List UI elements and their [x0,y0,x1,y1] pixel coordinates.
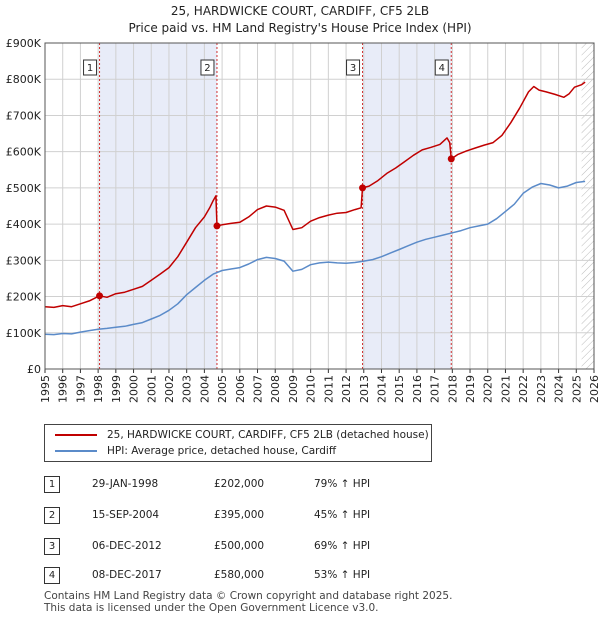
x-tick-label: 2005 [216,375,229,403]
sale-hpi-change: 45% ↑ HPI [314,509,371,521]
x-tick-label: 1996 [57,375,70,403]
property-price-line [44,81,586,309]
x-tick-label: 2019 [464,375,477,403]
x-tick-label: 2006 [234,375,247,403]
x-tick-label: 2003 [181,375,194,403]
table-row: 3 06-DEC-2012 £500,000 69% ↑ HPI [0,538,600,556]
sale-marker-label: 4 [439,63,445,74]
legend-swatch-property [55,434,97,436]
y-tick-label: £200K [6,291,42,304]
x-tick-label: 2015 [393,375,406,403]
sale-marker-badge: 3 [44,538,60,555]
sale-hpi-change: 53% ↑ HPI [314,569,371,581]
x-tick-label: 1995 [39,375,52,403]
sale-price: £202,000 [214,478,265,490]
x-tick-label: 2009 [287,375,300,403]
chart-title: 25, HARDWICKE COURT, CARDIFF, CF5 2LB [170,4,430,18]
footer-licence: This data is licensed under the Open Gov… [44,602,379,614]
y-tick-label: £100K [6,327,42,340]
x-tick-label: 2013 [358,375,371,403]
x-tick-label: 1999 [110,375,123,403]
sale-point [447,155,455,163]
y-tick-label: £500K [6,182,42,195]
sale-marker-box [200,59,215,76]
hpi-line [44,180,586,336]
sale-point [96,292,104,300]
footer-copyright: Contains HM Land Registry data © Crown c… [44,590,453,602]
legend-label-hpi: HPI: Average price, detached house, Card… [107,445,337,457]
sale-marker-badge: 4 [44,567,60,584]
sale-marker-box [83,59,98,76]
y-tick-label: £600K [6,146,42,159]
plot-border [44,42,595,370]
chart-subtitle: Price paid vs. HM Land Registry's House … [128,21,472,35]
sale-marker-badge: 1 [44,476,60,493]
sale-price: £580,000 [214,569,265,581]
sale-marker-box [346,59,361,76]
x-tick-label: 2020 [482,375,495,403]
x-tick-label: 2000 [128,375,141,403]
sale-date: 15-SEP-2004 [92,509,160,521]
legend: 25, HARDWICKE COURT, CARDIFF, CF5 2LB (d… [44,424,432,462]
sale-price: £395,000 [214,509,265,521]
legend-item-hpi: HPI: Average price, detached house, Card… [45,443,336,459]
table-row: 1 29-JAN-1998 £202,000 79% ↑ HPI [0,476,600,494]
x-tick-label: 2007 [252,375,265,403]
x-tick-label: 2004 [198,375,211,403]
sale-marker-label: 1 [87,63,93,74]
x-tick-label: 2014 [375,375,388,403]
x-tick-label: 2021 [499,375,512,403]
y-tick-label: £0 [27,363,41,376]
x-tick-label: 2011 [322,375,335,403]
legend-label-property: 25, HARDWICKE COURT, CARDIFF, CF5 2LB (d… [107,429,429,441]
y-tick-label: £700K [6,109,42,122]
price-chart: £0 £100K £200K £300K £400K £500K £600K £700K £80… [6,37,600,403]
y-tick-label: £800K [6,73,42,86]
sale-point [359,184,367,192]
table-row: 4 08-DEC-2017 £580,000 53% ↑ HPI [0,567,600,585]
ownership-shade [362,43,452,369]
sale-marker-label: 2 [204,63,210,74]
x-tick-label: 2024 [553,375,566,403]
table-row: 2 15-SEP-2004 £395,000 45% ↑ HPI [0,507,600,525]
sale-hpi-change: 79% ↑ HPI [314,478,371,490]
x-tick-label: 2018 [446,375,459,403]
x-tick-label: 2016 [411,375,424,403]
x-tick-label: 1997 [74,375,87,403]
x-tick-label: 2001 [145,375,158,403]
sale-date: 08-DEC-2017 [92,569,162,581]
x-tick-label: 2008 [269,375,282,403]
sale-price: £500,000 [214,540,265,552]
sale-date: 06-DEC-2012 [92,540,162,552]
ownership-shade [99,43,217,369]
y-tick-label: £400K [6,218,42,231]
x-tick-label: 2010 [305,375,318,403]
sale-point [213,222,221,230]
x-tick-label: 2026 [588,375,600,403]
x-tick-label: 2012 [340,375,353,403]
x-tick-label: 2017 [429,375,442,403]
x-tick-label: 2025 [570,375,583,403]
sale-hpi-change: 69% ↑ HPI [314,540,371,552]
sale-marker-badge: 2 [44,507,60,524]
x-tick-label: 2023 [535,375,548,403]
x-tick-label: 1998 [92,375,105,403]
y-tick-label: £300K [6,254,42,267]
x-tick-label: 2022 [517,375,530,403]
sale-marker-box [434,59,449,76]
forecast-hatch [581,43,594,369]
legend-item-property: 25, HARDWICKE COURT, CARDIFF, CF5 2LB (d… [45,427,429,443]
y-tick-label: £900K [6,37,42,50]
sale-marker-label: 3 [350,63,356,74]
sale-date: 29-JAN-1998 [92,478,159,490]
x-tick-label: 2002 [163,375,176,403]
legend-swatch-hpi [55,450,97,452]
